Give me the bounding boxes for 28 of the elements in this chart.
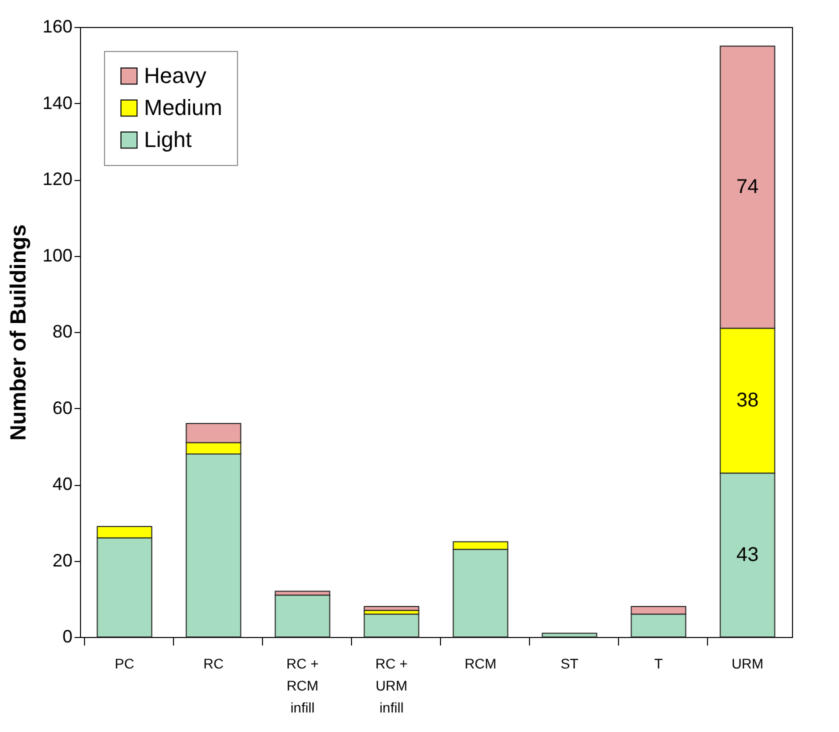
legend-label: Heavy xyxy=(144,63,206,88)
x-tick-label: RCM xyxy=(464,656,496,672)
x-tick-label: ST xyxy=(560,656,579,672)
x-tick-label: RC + RCM infill xyxy=(286,656,319,716)
data-label: 43 xyxy=(736,544,759,566)
y-tick-label: 40 xyxy=(52,474,72,494)
y-tick-label: 0 xyxy=(62,626,72,646)
x-tick-label: RC + URM infill xyxy=(375,656,408,716)
data-label: 38 xyxy=(736,390,759,412)
legend-label: Medium xyxy=(144,95,222,120)
y-tick-label: 160 xyxy=(42,16,72,36)
y-tick-label: 120 xyxy=(42,169,72,189)
x-tick-label: RC xyxy=(203,656,224,672)
y-tick-label: 80 xyxy=(52,322,72,342)
bar xyxy=(364,606,420,611)
bar xyxy=(542,632,598,638)
y-tick-label: 100 xyxy=(42,245,72,266)
x-tick-label: PC xyxy=(114,656,134,672)
data-label: 74 xyxy=(736,176,759,198)
y-tick-label: 140 xyxy=(42,92,72,113)
x-tick-label: URM xyxy=(732,656,764,672)
y-axis-title: Number of Buildings xyxy=(5,224,30,441)
x-tick-label: T xyxy=(654,656,664,672)
y-tick-label: 20 xyxy=(52,550,72,570)
y-tick-label: 60 xyxy=(52,398,72,418)
bar xyxy=(274,594,330,638)
legend-label: Light xyxy=(144,127,192,152)
bar xyxy=(364,614,420,638)
